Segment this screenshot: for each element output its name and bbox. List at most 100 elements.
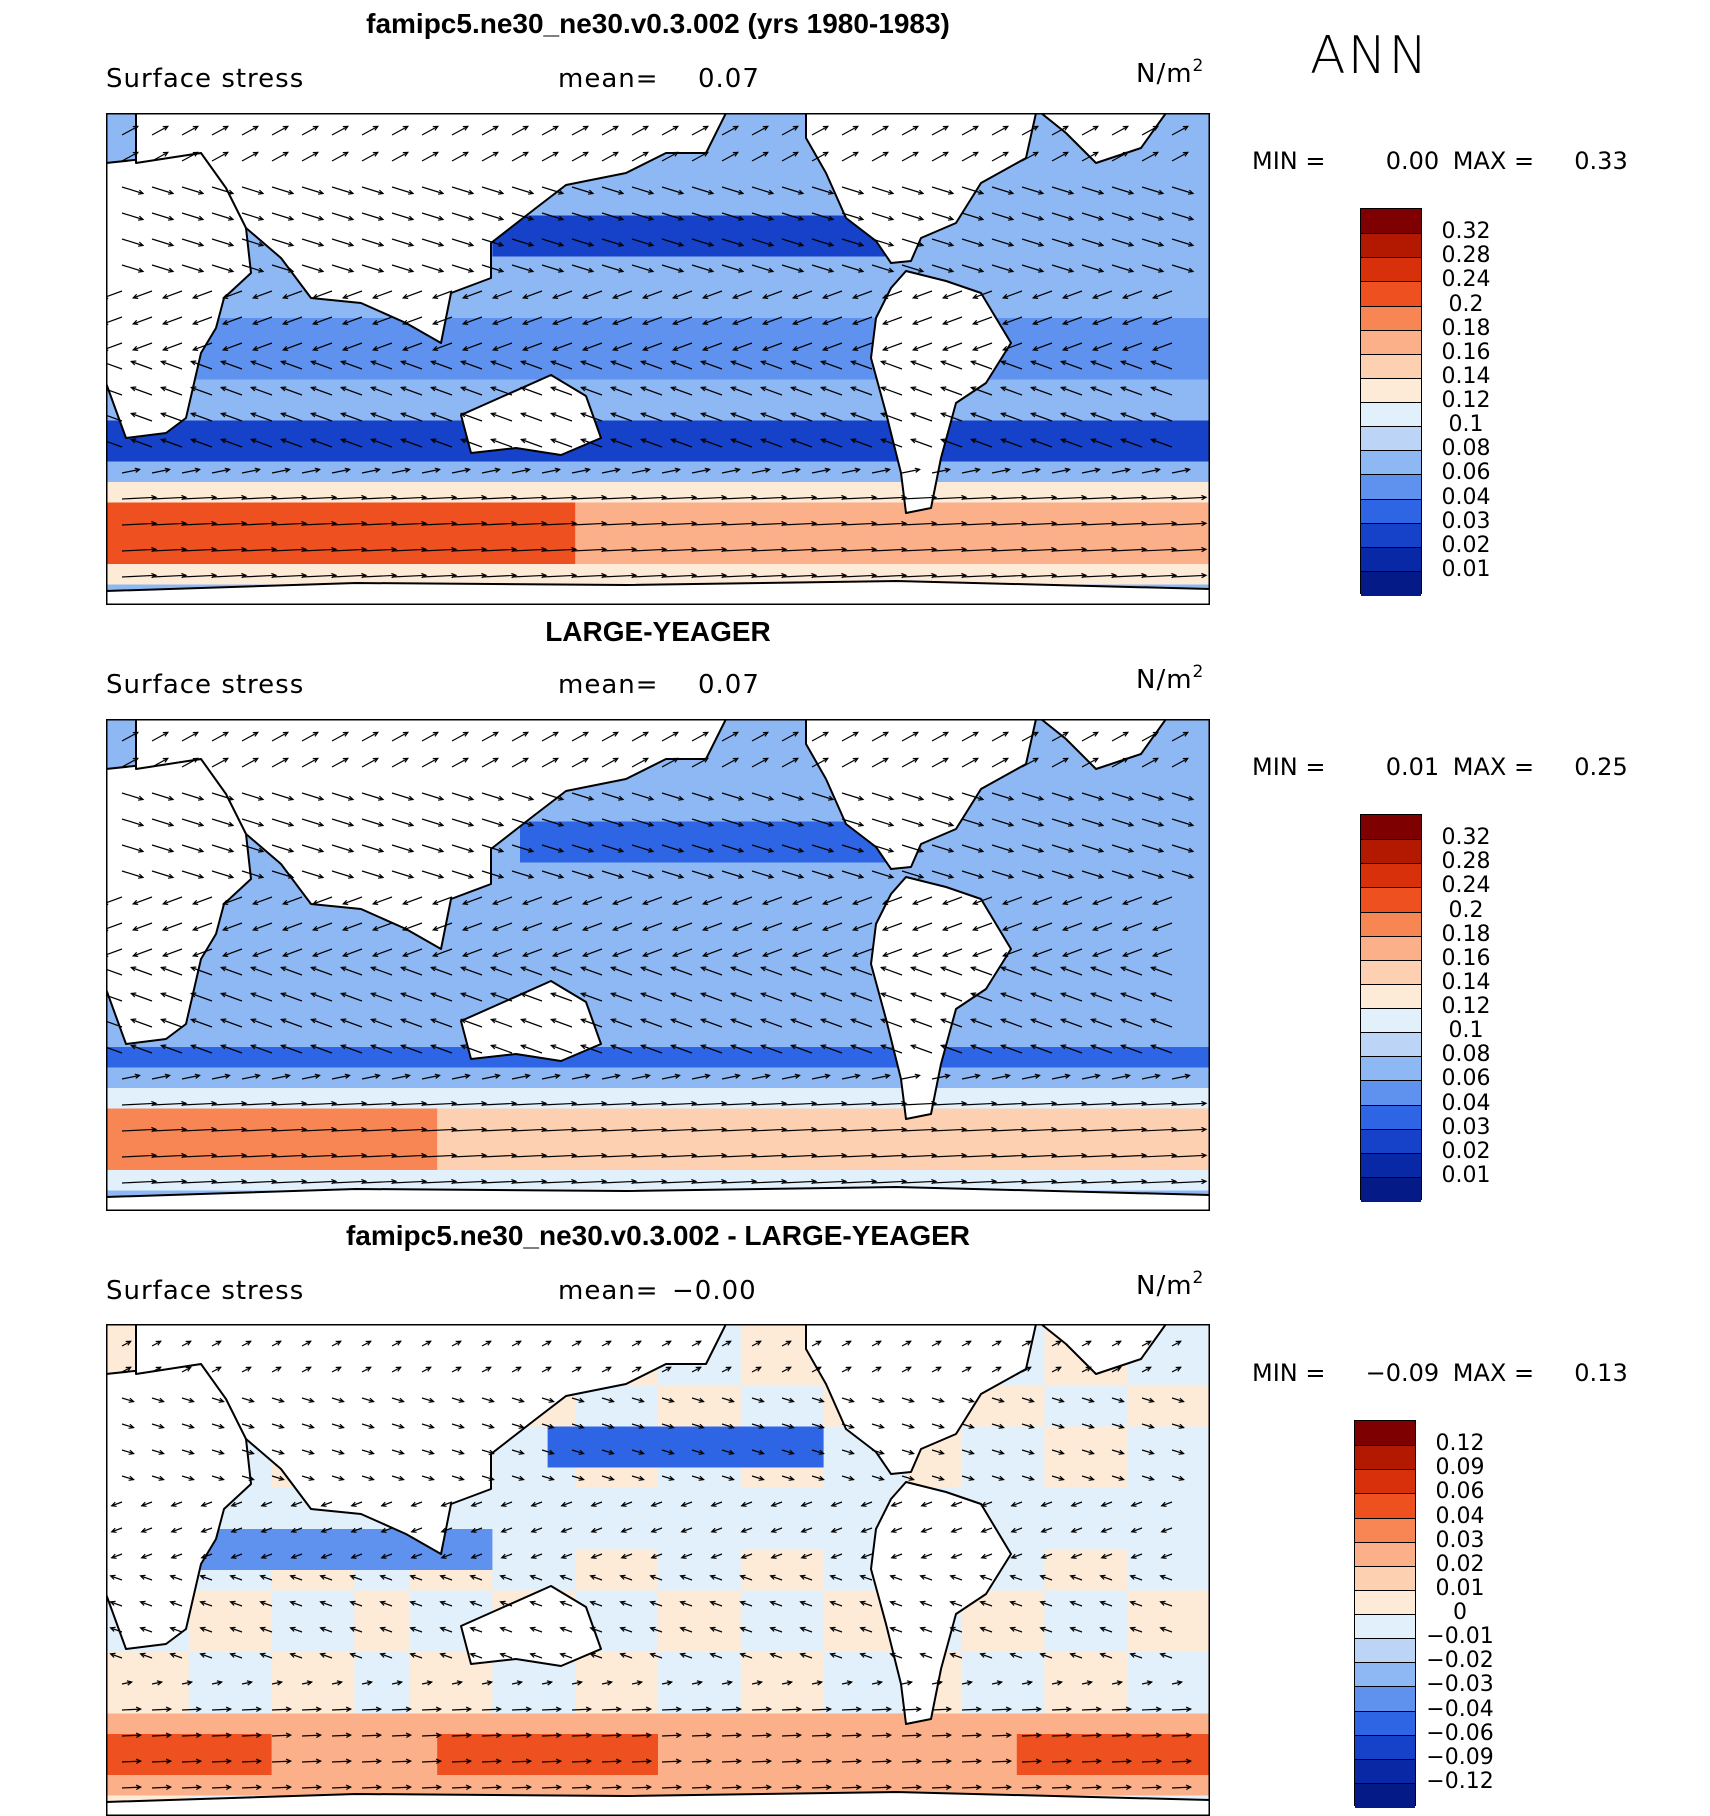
stress-cell	[1155, 277, 1183, 298]
stress-cell	[327, 1068, 355, 1089]
colorbar-swatch	[1361, 887, 1421, 912]
stress-cell	[741, 863, 769, 884]
stress-cell	[1182, 986, 1210, 1007]
stress-cell	[1155, 421, 1183, 442]
stress-cell	[630, 1109, 658, 1130]
stress-cell	[1155, 544, 1183, 565]
stress-cell	[1127, 1386, 1155, 1407]
colorbar-swatch	[1361, 450, 1421, 475]
stress-cell	[1017, 842, 1045, 863]
stress-cell	[244, 564, 272, 585]
stress-cell	[548, 523, 576, 544]
stress-cell	[272, 986, 300, 1007]
stress-cell	[934, 482, 962, 503]
stress-cell	[1127, 482, 1155, 503]
stress-cell	[272, 544, 300, 565]
stress-cell	[1182, 195, 1210, 216]
stress-cell	[437, 441, 465, 462]
colorbar-tick-label: 0.01	[1430, 1163, 1502, 1188]
stress-cell	[741, 482, 769, 503]
stress-cell	[1044, 482, 1072, 503]
stress-cell	[354, 318, 382, 339]
stress-cell	[437, 462, 465, 483]
colorbar-divider	[1361, 1080, 1421, 1081]
stress-cell	[1044, 564, 1072, 585]
stress-cell	[713, 1006, 741, 1027]
stress-cell	[548, 462, 576, 483]
stress-cell	[796, 523, 824, 544]
stress-cell	[1100, 503, 1128, 524]
stress-cell	[1182, 154, 1210, 175]
stress-cell	[327, 544, 355, 565]
stress-cell	[272, 1027, 300, 1048]
stress-cell	[465, 1170, 493, 1191]
stress-cell	[354, 339, 382, 360]
stress-cell	[1017, 1447, 1045, 1468]
stress-cell	[824, 482, 852, 503]
stress-cell	[796, 904, 824, 925]
stress-cell	[437, 564, 465, 585]
mean-value: 0.07	[698, 64, 760, 94]
stress-cell	[768, 1129, 796, 1150]
stress-cell	[658, 1150, 686, 1171]
stress-cell	[299, 523, 327, 544]
colorbar-swatch	[1361, 1105, 1421, 1130]
stress-cell	[492, 523, 520, 544]
stress-cell	[1100, 175, 1128, 196]
stress-cell	[658, 760, 686, 781]
stress-cell	[630, 1427, 658, 1448]
stress-cell	[686, 1447, 714, 1468]
stress-cell	[741, 1088, 769, 1109]
stress-cell	[658, 1027, 686, 1048]
stress-cell	[161, 503, 189, 524]
stress-cell	[1100, 883, 1128, 904]
stress-cell	[134, 544, 162, 565]
stress-cell	[630, 1386, 658, 1407]
stress-cell	[134, 503, 162, 524]
colorbar-divider	[1361, 912, 1421, 913]
stress-cell	[1017, 863, 1045, 884]
stress-cell	[658, 863, 686, 884]
stress-cell	[575, 1109, 603, 1130]
stress-cell	[382, 544, 410, 565]
stress-cell	[1155, 441, 1183, 462]
stress-cell	[962, 1109, 990, 1130]
stress-cell	[354, 503, 382, 524]
stress-cell	[354, 1129, 382, 1150]
colorbar-divider	[1361, 1153, 1421, 1154]
stress-cell	[1044, 318, 1072, 339]
stress-cell	[741, 822, 769, 843]
stress-cell	[161, 523, 189, 544]
min-max-readout: MIN = 0.01 MAX = 0.25	[1252, 753, 1628, 781]
stress-cell	[824, 318, 852, 339]
stress-cell	[327, 380, 355, 401]
stress-cell	[962, 503, 990, 524]
stress-cell	[713, 904, 741, 925]
units-label: N/m2	[1136, 56, 1204, 89]
stress-cell	[1127, 904, 1155, 925]
stress-cell	[382, 503, 410, 524]
stress-cell	[134, 441, 162, 462]
stress-cell	[548, 1447, 576, 1468]
stress-cell	[299, 1150, 327, 1171]
stress-cell	[465, 359, 493, 380]
stress-cell	[630, 195, 658, 216]
stress-cell	[630, 1088, 658, 1109]
stress-cell	[768, 462, 796, 483]
stress-cell	[630, 904, 658, 925]
stress-cell	[382, 441, 410, 462]
colorbar-swatch	[1361, 1177, 1421, 1202]
stress-cell	[465, 298, 493, 319]
stress-cell	[1182, 421, 1210, 442]
stress-cell	[824, 945, 852, 966]
stress-cell	[189, 1027, 217, 1048]
stress-cell	[1155, 1109, 1183, 1130]
stress-cell	[768, 1427, 796, 1448]
stress-cell	[603, 359, 631, 380]
stress-cell	[492, 904, 520, 925]
stress-cell	[382, 564, 410, 585]
stress-cell	[989, 883, 1017, 904]
stress-cell	[630, 883, 658, 904]
stress-cell	[382, 523, 410, 544]
